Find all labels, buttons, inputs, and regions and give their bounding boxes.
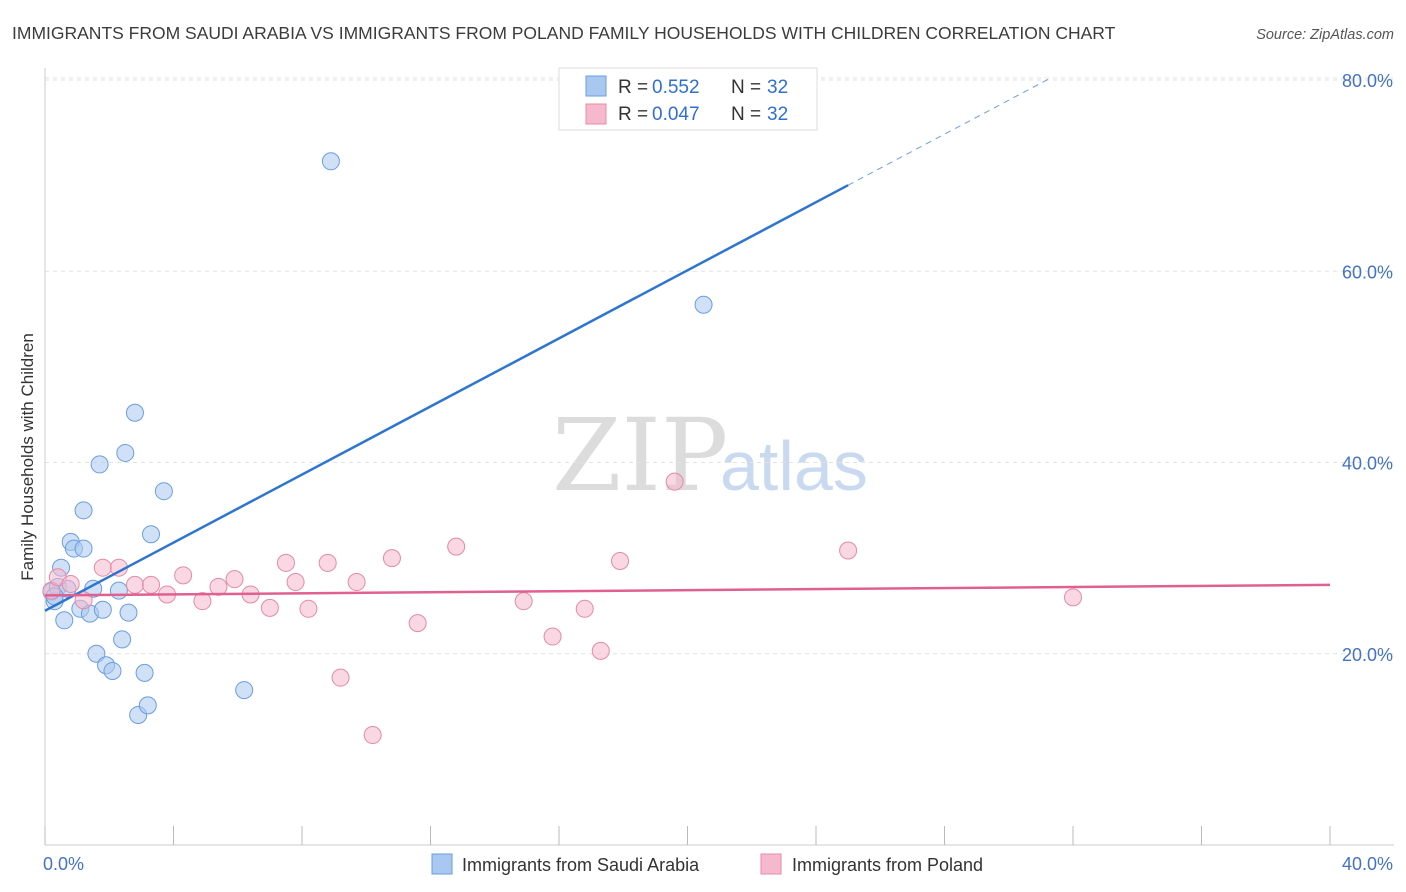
point-poland <box>299 599 318 618</box>
point-poland <box>318 553 337 572</box>
point-poland <box>142 575 161 594</box>
legend-n-value-poland: 32 <box>767 104 788 125</box>
point-saudi-arabia <box>138 696 157 715</box>
y-tick-label: 60.0% <box>1342 262 1393 282</box>
point-saudi-arabia <box>235 681 254 700</box>
point-saudi-arabia <box>135 663 154 682</box>
point-saudi-arabia <box>116 443 135 462</box>
legend-r-label-poland: R = <box>618 104 648 125</box>
point-saudi-arabia <box>109 581 128 600</box>
y-tick-labels: 20.0% 40.0% 60.0% 80.0% <box>1342 71 1393 665</box>
legend-r-value-poland: 0.047 <box>652 104 700 125</box>
point-poland <box>61 574 80 593</box>
legend-n-label-poland: N = <box>731 104 761 125</box>
point-poland <box>1064 588 1082 607</box>
point-poland <box>382 549 401 568</box>
point-saudi-arabia <box>119 603 138 622</box>
bottom-legend-swatch-saudi <box>431 853 453 875</box>
legend-r-label-saudi: R = <box>618 77 648 98</box>
point-poland <box>839 541 858 560</box>
point-saudi-arabia <box>321 152 340 171</box>
point-poland <box>93 558 112 577</box>
bottom-legend-label-saudi: Immigrants from Saudi Arabia <box>462 855 700 875</box>
scatter-points <box>42 152 1082 745</box>
point-poland <box>665 472 684 491</box>
point-poland <box>447 537 466 556</box>
legend-n-label-saudi: N = <box>731 77 761 98</box>
point-poland <box>225 570 244 589</box>
point-saudi-arabia <box>55 611 74 630</box>
y-tick-label: 40.0% <box>1342 454 1393 474</box>
point-poland <box>174 566 193 585</box>
point-saudi-arabia <box>142 525 161 544</box>
point-saudi-arabia <box>694 295 713 314</box>
point-poland <box>347 573 366 592</box>
legend-r-value-saudi: 0.552 <box>652 77 700 98</box>
point-poland <box>209 577 228 596</box>
point-saudi-arabia <box>93 600 112 619</box>
legend-swatch-saudi <box>585 75 607 97</box>
point-saudi-arabia <box>90 455 109 474</box>
point-poland <box>408 614 427 633</box>
trend-line-poland <box>44 583 1331 597</box>
point-saudi-arabia <box>74 539 93 558</box>
point-saudi-arabia <box>125 403 144 422</box>
trend-line-saudi-arabia <box>44 184 849 612</box>
point-poland <box>125 575 144 594</box>
y-axis-title: Family Households with Children <box>18 333 37 581</box>
point-saudi-arabia <box>154 482 173 501</box>
x-tick-labels: 0.0% 40.0% <box>43 826 1393 874</box>
y-tick-label: 20.0% <box>1342 645 1393 665</box>
point-poland <box>575 599 594 618</box>
watermark-zip: ZIP <box>552 397 728 514</box>
bottom-legend-label-poland: Immigrants from Poland <box>792 855 983 875</box>
point-poland <box>611 551 630 570</box>
bottom-legend-swatch-poland <box>760 853 782 875</box>
legend-stats: R = 0.552 N = 32 R = 0.047 N = 32 <box>558 67 818 131</box>
point-saudi-arabia <box>87 644 106 663</box>
trend-extension-saudi-arabia <box>847 77 1051 186</box>
point-poland <box>591 641 610 660</box>
axes <box>44 68 1394 846</box>
y-tick-label: 80.0% <box>1342 71 1393 91</box>
point-poland <box>260 598 279 617</box>
legend-n-value-saudi: 32 <box>767 77 788 98</box>
x-tick-label: 40.0% <box>1342 854 1393 874</box>
point-saudi-arabia <box>74 501 93 520</box>
gridlines <box>45 77 1394 655</box>
watermark-atlas: atlas <box>720 427 868 505</box>
chart-title: IMMIGRANTS FROM SAUDI ARABIA VS IMMIGRAN… <box>12 23 1116 43</box>
point-poland <box>543 627 562 646</box>
point-poland <box>331 668 350 687</box>
point-poland <box>286 573 305 592</box>
point-poland <box>363 726 382 745</box>
point-saudi-arabia <box>113 630 132 649</box>
point-saudi-arabia <box>103 661 122 680</box>
source-label: Source: ZipAtlas.com <box>1256 27 1394 43</box>
trend-lines <box>44 77 1331 612</box>
point-poland <box>514 592 533 611</box>
legend-series: Immigrants from Saudi Arabia Immigrants … <box>431 853 983 875</box>
legend-swatch-poland <box>585 103 607 125</box>
point-poland <box>193 592 212 611</box>
point-poland <box>276 553 295 572</box>
x-tick-label: 0.0% <box>43 854 84 874</box>
